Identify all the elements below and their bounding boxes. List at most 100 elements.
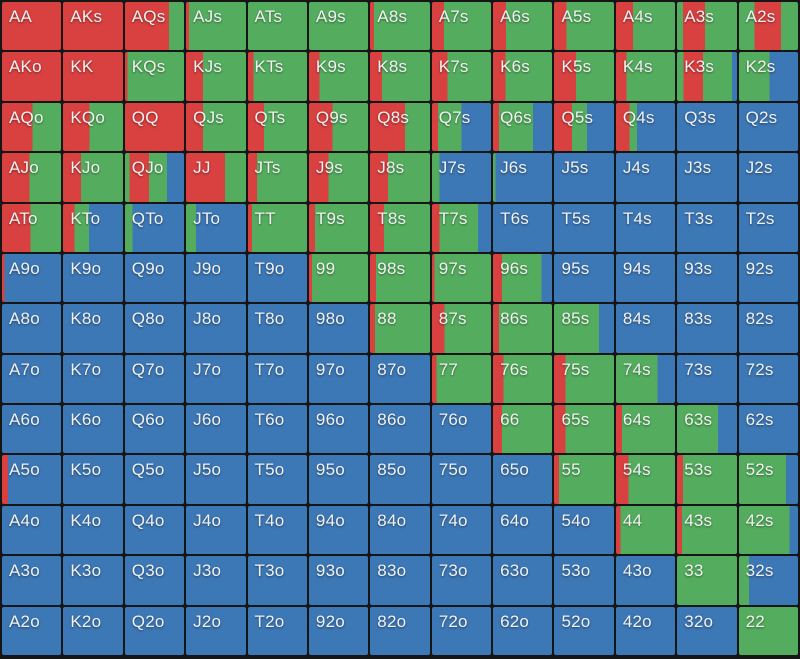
hand-cell-52o[interactable]: 52o xyxy=(554,606,614,655)
hand-cell-K6s[interactable]: K6s xyxy=(493,52,553,101)
hand-cell-75o[interactable]: 75o xyxy=(431,455,492,504)
hand-cell-A2s[interactable]: A2s xyxy=(738,2,798,51)
hand-cell-KTs[interactable]: KTs xyxy=(247,52,307,101)
hand-cell-54o[interactable]: 54o xyxy=(554,505,614,555)
hand-cell-T5o[interactable]: T5o xyxy=(247,455,307,504)
hand-cell-K8o[interactable]: K8o xyxy=(63,304,123,353)
hand-cell-63o[interactable]: 63o xyxy=(493,556,553,605)
hand-cell-96o[interactable]: 96o xyxy=(308,405,369,454)
hand-cell-K5s[interactable]: K5s xyxy=(554,52,614,101)
hand-cell-74o[interactable]: 74o xyxy=(431,505,492,555)
hand-cell-62s[interactable]: 62s xyxy=(738,405,798,454)
hand-cell-T5s[interactable]: T5s xyxy=(554,203,614,252)
hand-cell-QQ[interactable]: QQ xyxy=(124,102,185,152)
hand-cell-43o[interactable]: 43o xyxy=(615,556,676,605)
hand-cell-QJs[interactable]: QJs xyxy=(186,102,246,152)
hand-cell-Q7s[interactable]: Q7s xyxy=(431,102,492,152)
hand-cell-AJo[interactable]: AJo xyxy=(2,153,62,202)
hand-cell-Q5o[interactable]: Q5o xyxy=(124,455,185,504)
hand-cell-84s[interactable]: 84s xyxy=(615,304,676,353)
hand-cell-A4o[interactable]: A4o xyxy=(2,505,62,555)
hand-cell-76s[interactable]: 76s xyxy=(493,354,553,404)
hand-cell-83s[interactable]: 83s xyxy=(677,304,737,353)
hand-cell-T8s[interactable]: T8s xyxy=(370,203,430,252)
hand-cell-AQs[interactable]: AQs xyxy=(124,2,185,51)
hand-cell-92s[interactable]: 92s xyxy=(738,253,798,303)
hand-cell-K4o[interactable]: K4o xyxy=(63,505,123,555)
hand-cell-A6s[interactable]: A6s xyxy=(493,2,553,51)
hand-cell-97s[interactable]: 97s xyxy=(431,253,492,303)
hand-cell-88[interactable]: 88 xyxy=(370,304,430,353)
hand-cell-K7s[interactable]: K7s xyxy=(431,52,492,101)
hand-cell-55[interactable]: 55 xyxy=(554,455,614,504)
hand-cell-T6s[interactable]: T6s xyxy=(493,203,553,252)
hand-cell-75s[interactable]: 75s xyxy=(554,354,614,404)
hand-cell-J9s[interactable]: J9s xyxy=(308,153,369,202)
hand-cell-82o[interactable]: 82o xyxy=(370,606,430,655)
hand-cell-95s[interactable]: 95s xyxy=(554,253,614,303)
hand-cell-JTs[interactable]: JTs xyxy=(247,153,307,202)
hand-cell-AA[interactable]: AA xyxy=(2,2,62,51)
hand-cell-T3s[interactable]: T3s xyxy=(677,203,737,252)
hand-cell-KJs[interactable]: KJs xyxy=(186,52,246,101)
hand-cell-A5o[interactable]: A5o xyxy=(2,455,62,504)
hand-cell-T8o[interactable]: T8o xyxy=(247,304,307,353)
hand-cell-82s[interactable]: 82s xyxy=(738,304,798,353)
hand-cell-J7o[interactable]: J7o xyxy=(186,354,246,404)
hand-cell-QTo[interactable]: QTo xyxy=(124,203,185,252)
hand-cell-83o[interactable]: 83o xyxy=(370,556,430,605)
hand-cell-T3o[interactable]: T3o xyxy=(247,556,307,605)
hand-cell-84o[interactable]: 84o xyxy=(370,505,430,555)
hand-cell-Q6s[interactable]: Q6s xyxy=(493,102,553,152)
hand-cell-JJ[interactable]: JJ xyxy=(186,153,246,202)
hand-cell-T6o[interactable]: T6o xyxy=(247,405,307,454)
hand-cell-43s[interactable]: 43s xyxy=(677,505,737,555)
hand-cell-95o[interactable]: 95o xyxy=(308,455,369,504)
hand-cell-K2s[interactable]: K2s xyxy=(738,52,798,101)
hand-cell-J6o[interactable]: J6o xyxy=(186,405,246,454)
hand-cell-J7s[interactable]: J7s xyxy=(431,153,492,202)
hand-cell-A5s[interactable]: A5s xyxy=(554,2,614,51)
hand-cell-93s[interactable]: 93s xyxy=(677,253,737,303)
hand-cell-76o[interactable]: 76o xyxy=(431,405,492,454)
hand-cell-J8s[interactable]: J8s xyxy=(370,153,430,202)
hand-cell-A8o[interactable]: A8o xyxy=(2,304,62,353)
hand-cell-32s[interactable]: 32s xyxy=(738,556,798,605)
hand-cell-J9o[interactable]: J9o xyxy=(186,253,246,303)
hand-cell-A4s[interactable]: A4s xyxy=(615,2,676,51)
hand-cell-32o[interactable]: 32o xyxy=(677,606,737,655)
hand-cell-Q2o[interactable]: Q2o xyxy=(124,606,185,655)
hand-cell-33[interactable]: 33 xyxy=(677,556,737,605)
hand-cell-J6s[interactable]: J6s xyxy=(493,153,553,202)
hand-cell-65o[interactable]: 65o xyxy=(493,455,553,504)
hand-cell-85o[interactable]: 85o xyxy=(370,455,430,504)
hand-cell-J3s[interactable]: J3s xyxy=(677,153,737,202)
hand-cell-94o[interactable]: 94o xyxy=(308,505,369,555)
hand-cell-42o[interactable]: 42o xyxy=(615,606,676,655)
hand-cell-T9o[interactable]: T9o xyxy=(247,253,307,303)
hand-cell-ATs[interactable]: ATs xyxy=(247,2,307,51)
hand-cell-53s[interactable]: 53s xyxy=(677,455,737,504)
hand-cell-K3s[interactable]: K3s xyxy=(677,52,737,101)
hand-cell-T2o[interactable]: T2o xyxy=(247,606,307,655)
hand-cell-54s[interactable]: 54s xyxy=(615,455,676,504)
hand-cell-K5o[interactable]: K5o xyxy=(63,455,123,504)
hand-cell-KTo[interactable]: KTo xyxy=(63,203,123,252)
hand-cell-Q4o[interactable]: Q4o xyxy=(124,505,185,555)
hand-cell-J5s[interactable]: J5s xyxy=(554,153,614,202)
hand-cell-Q3o[interactable]: Q3o xyxy=(124,556,185,605)
hand-cell-K6o[interactable]: K6o xyxy=(63,405,123,454)
hand-cell-K4s[interactable]: K4s xyxy=(615,52,676,101)
hand-cell-64o[interactable]: 64o xyxy=(493,505,553,555)
hand-cell-J3o[interactable]: J3o xyxy=(186,556,246,605)
hand-cell-T4s[interactable]: T4s xyxy=(615,203,676,252)
hand-cell-T9s[interactable]: T9s xyxy=(308,203,369,252)
hand-cell-86s[interactable]: 86s xyxy=(493,304,553,353)
hand-cell-Q9s[interactable]: Q9s xyxy=(308,102,369,152)
hand-cell-A9o[interactable]: A9o xyxy=(2,253,62,303)
hand-cell-97o[interactable]: 97o xyxy=(308,354,369,404)
hand-cell-K9s[interactable]: K9s xyxy=(308,52,369,101)
hand-cell-87o[interactable]: 87o xyxy=(370,354,430,404)
hand-cell-J4o[interactable]: J4o xyxy=(186,505,246,555)
hand-cell-85s[interactable]: 85s xyxy=(554,304,614,353)
